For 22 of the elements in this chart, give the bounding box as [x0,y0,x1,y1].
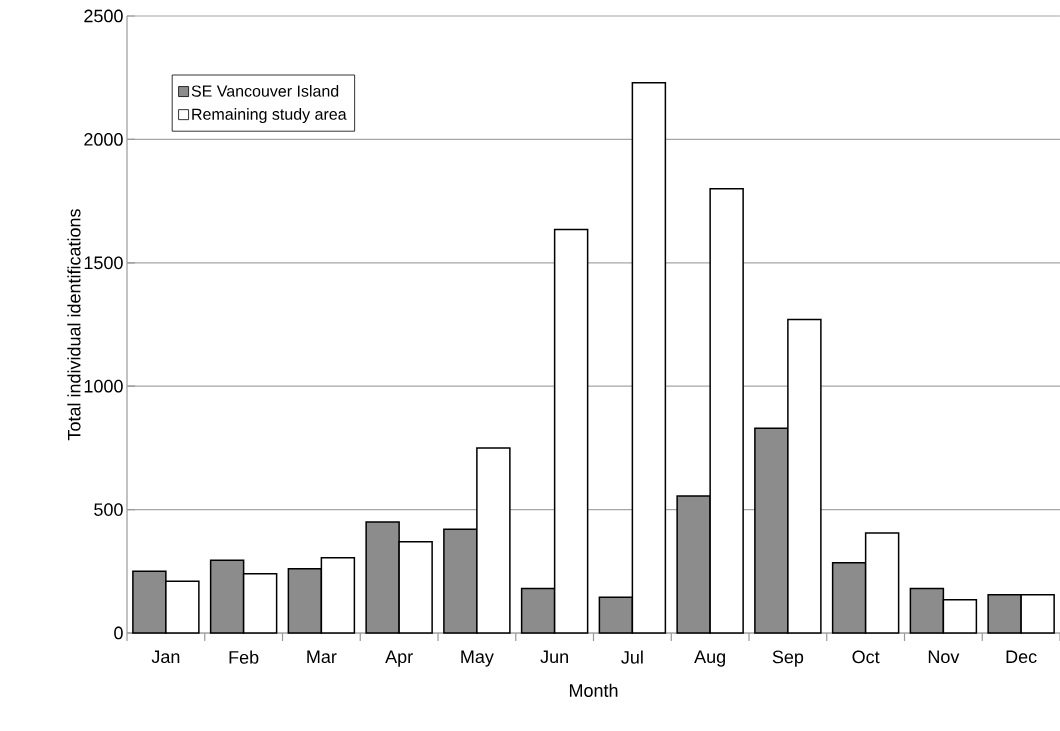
y-tick-label: 500 [94,503,123,516]
x-axis-title: Month [569,683,618,697]
x-tick-label: Dec [1006,650,1037,664]
x-tick-label: Jan [151,650,180,664]
y-tick-label: 2000 [84,133,123,146]
x-tick-label: Sep [772,650,804,667]
x-tick-label: Aug [694,650,725,667]
x-tick-label: Apr [385,650,413,667]
y-tick-label: 1500 [84,256,123,270]
x-tick-label: Jun [540,650,568,664]
x-tick-label: Oct [852,650,880,664]
y-tick-label: 0 [114,626,123,640]
x-tick-label: Nov [928,650,960,664]
y-tick-label: 1000 [84,379,123,393]
x-tick-label: May [461,650,494,667]
x-tick-label: Mar [307,650,337,664]
x-tick-label: Feb [229,650,259,664]
y-tick-label: 2500 [84,9,123,23]
x-tick-label: Jul [621,650,643,664]
legend-label: SE Vancouver Island [191,85,339,97]
legend-label: Remaining study area [192,108,347,124]
y-axis-title: Total individual identifications [67,209,81,441]
